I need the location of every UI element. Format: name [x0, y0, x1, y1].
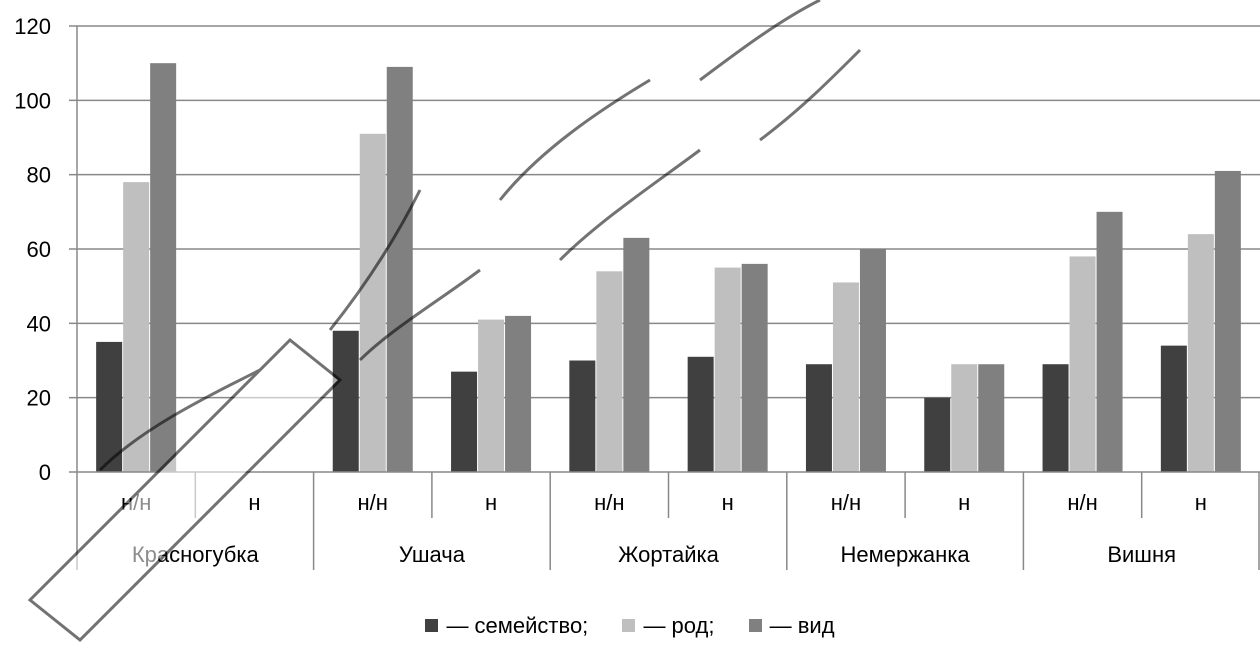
- x-tick-label: н/н: [594, 490, 624, 515]
- group-label: Вишня: [1107, 542, 1176, 567]
- legend-item-species: — вид: [748, 612, 835, 639]
- x-tick-label: н: [1195, 490, 1207, 515]
- tick-labels: 020406080100120н/ннн/ннн/ннн/ннн/ннКрасн…: [14, 14, 1207, 567]
- bar: [451, 371, 478, 472]
- bar: [1160, 345, 1187, 472]
- bar: [978, 364, 1005, 472]
- axes: [69, 25, 1260, 570]
- y-tick-label: 100: [14, 88, 51, 113]
- bar: [150, 63, 177, 473]
- y-tick-label: 60: [27, 237, 51, 262]
- bar: [123, 182, 150, 472]
- x-tick-label: н/н: [831, 490, 861, 515]
- bar: [924, 397, 951, 472]
- x-tick-label: н/н: [1067, 490, 1097, 515]
- y-tick-label: 80: [27, 163, 51, 188]
- x-tick-label: н: [958, 490, 970, 515]
- y-tick-label: 20: [27, 386, 51, 411]
- bar: [832, 282, 859, 472]
- legend: — семейство; — род; — вид: [0, 612, 1260, 639]
- legend-label-species: — вид: [769, 612, 835, 638]
- legend-swatch-species: [748, 619, 762, 632]
- group-label: Немержанка: [841, 542, 971, 567]
- group-label: Жортайка: [618, 542, 720, 567]
- y-tick-label: 40: [27, 311, 51, 336]
- bar: [714, 267, 741, 472]
- bar: [1096, 211, 1123, 473]
- bar: [359, 133, 386, 473]
- x-tick-label: н: [722, 490, 734, 515]
- bar: [596, 271, 623, 472]
- bar: [1187, 234, 1214, 472]
- bar: [1214, 170, 1241, 472]
- bar: [332, 330, 359, 472]
- y-tick-label: 120: [14, 14, 51, 39]
- bar: [623, 237, 650, 472]
- bar: [951, 364, 978, 472]
- legend-item-genus: — род;: [622, 612, 715, 639]
- x-tick-label: н: [485, 490, 497, 515]
- bar: [859, 249, 886, 472]
- legend-swatch-family: [425, 619, 439, 632]
- bar: [805, 364, 832, 472]
- x-tick-label: н: [248, 490, 260, 515]
- bar: [741, 263, 768, 472]
- bar: [478, 319, 505, 472]
- bars: [96, 63, 1241, 473]
- legend-label-genus: — род;: [643, 612, 715, 638]
- bar: [386, 66, 413, 472]
- y-tick-label: 0: [39, 460, 51, 485]
- bar: [1042, 364, 1069, 472]
- bar: [687, 356, 714, 472]
- legend-swatch-genus: [622, 619, 636, 632]
- legend-label-family: — семейство;: [446, 612, 589, 638]
- watermark: [27, 0, 862, 643]
- bar: [505, 315, 532, 472]
- group-label: Ушача: [399, 542, 466, 567]
- legend-item-family: — семейство;: [425, 613, 588, 639]
- bar: [1069, 256, 1096, 472]
- x-tick-label: н/н: [358, 490, 388, 515]
- bar: [96, 341, 123, 472]
- bar: [569, 360, 596, 472]
